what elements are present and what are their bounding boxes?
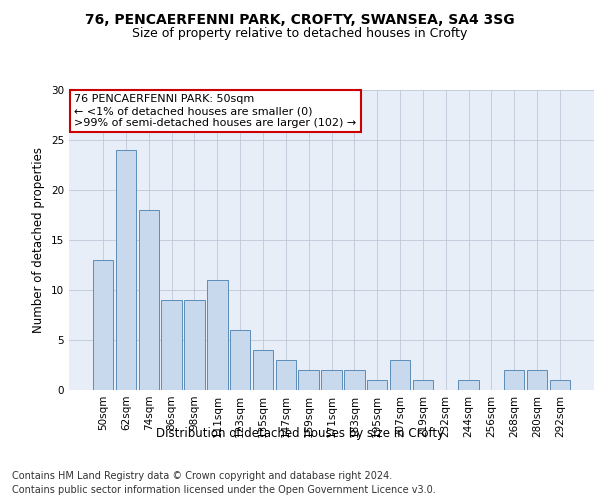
Bar	[344, 370, 365, 390]
Bar	[93, 260, 113, 390]
Bar	[275, 360, 296, 390]
Y-axis label: Number of detached properties: Number of detached properties	[32, 147, 46, 333]
Text: 76 PENCAERFENNI PARK: 50sqm
← <1% of detached houses are smaller (0)
>99% of sem: 76 PENCAERFENNI PARK: 50sqm ← <1% of det…	[74, 94, 356, 128]
Text: 76, PENCAERFENNI PARK, CROFTY, SWANSEA, SA4 3SG: 76, PENCAERFENNI PARK, CROFTY, SWANSEA, …	[85, 12, 515, 26]
Text: Contains public sector information licensed under the Open Government Licence v3: Contains public sector information licen…	[12, 485, 436, 495]
Bar	[390, 360, 410, 390]
Bar	[161, 300, 182, 390]
Text: Size of property relative to detached houses in Crofty: Size of property relative to detached ho…	[133, 28, 467, 40]
Bar	[184, 300, 205, 390]
Bar	[230, 330, 250, 390]
Bar	[253, 350, 273, 390]
Bar	[321, 370, 342, 390]
Bar	[458, 380, 479, 390]
Text: Distribution of detached houses by size in Crofty: Distribution of detached houses by size …	[156, 428, 444, 440]
Bar	[550, 380, 570, 390]
Bar	[504, 370, 524, 390]
Bar	[413, 380, 433, 390]
Bar	[139, 210, 159, 390]
Bar	[207, 280, 227, 390]
Text: Contains HM Land Registry data © Crown copyright and database right 2024.: Contains HM Land Registry data © Crown c…	[12, 471, 392, 481]
Bar	[116, 150, 136, 390]
Bar	[367, 380, 388, 390]
Bar	[298, 370, 319, 390]
Bar	[527, 370, 547, 390]
